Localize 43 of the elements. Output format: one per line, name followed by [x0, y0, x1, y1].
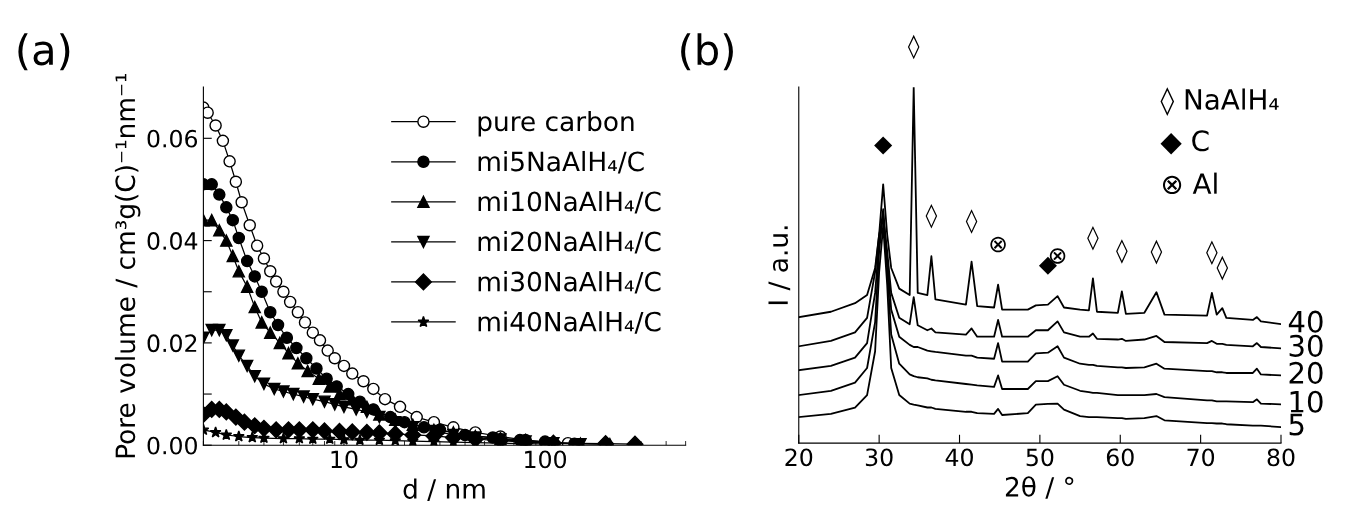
- y-axis-title: Pore volume / cm³g(C)⁻¹nm⁻¹: [114, 73, 141, 458]
- x-tick-label: 50: [1026, 448, 1054, 467]
- text: (b): [681, 33, 733, 71]
- series-label: 30: [1289, 334, 1323, 357]
- legend-label: mi20NaAlH₄/C: [478, 231, 661, 254]
- annotation: ◊: [1116, 239, 1128, 264]
- legend-label: mi5NaAlH₄/C: [478, 150, 644, 174]
- annotation: ◊: [907, 34, 920, 60]
- x-tick-label: 30: [865, 448, 893, 467]
- x-tick-label: 100: [525, 450, 567, 469]
- x-tick-label: 80: [1267, 448, 1295, 467]
- x-axis-title: 2θ / °: [1005, 476, 1074, 499]
- y-tick-label: 0.04: [147, 232, 198, 250]
- series-label: 40: [1288, 310, 1323, 333]
- y-tick-label: 0.02: [147, 334, 197, 353]
- annotation: ◊: [1150, 239, 1163, 265]
- x-axis-title: d / nm: [403, 478, 485, 501]
- text: (a): [18, 33, 70, 71]
- legend-label: mi10NaAlH₄/C: [478, 191, 661, 214]
- x-tick-label: 70: [1187, 448, 1215, 467]
- annotation: ◊: [1206, 240, 1218, 266]
- legend-label: pure carbon: [478, 110, 634, 137]
- annotation: ◊: [965, 209, 978, 234]
- legend-label: mi30NaAlH₄/C: [478, 271, 661, 294]
- annotation: ⊗ Al: [1162, 172, 1217, 195]
- annotation: ◊: [1087, 225, 1099, 251]
- y-axis-title: I / a.u.: [768, 226, 791, 305]
- annotation: ◊: [925, 203, 938, 229]
- x-tick-label: 40: [945, 448, 973, 467]
- series-label: 5: [1289, 413, 1304, 436]
- series-label: 20: [1289, 361, 1323, 384]
- annotation: ◊: [1216, 255, 1229, 281]
- x-tick-label: 60: [1106, 448, 1134, 467]
- annotation: ◆ C: [1160, 130, 1209, 155]
- x-tick-label: 20: [785, 448, 813, 467]
- annotation: ⊗: [990, 236, 1006, 253]
- legend-label: mi40NaAlH₄/C: [478, 311, 661, 334]
- annotation: ◆: [874, 136, 893, 155]
- x-tick-label: 10: [331, 450, 358, 469]
- y-tick-label: 0.00: [147, 436, 197, 455]
- annotation: ◊ NaAlH₄: [1160, 87, 1279, 117]
- y-tick-label: 0.06: [147, 129, 198, 148]
- series-label: 10: [1290, 390, 1323, 413]
